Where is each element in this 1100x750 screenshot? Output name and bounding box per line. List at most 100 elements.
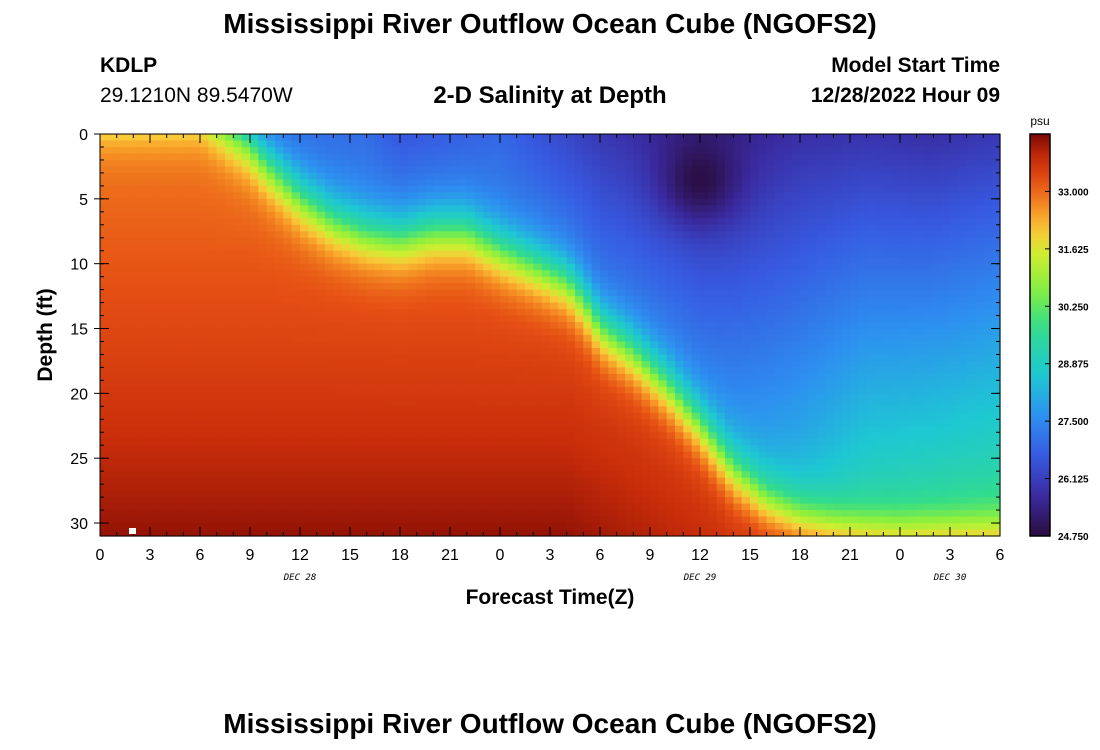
heatmap-cell [200,341,209,349]
heatmap-cell [725,464,734,472]
heatmap-cell [508,471,518,479]
heatmap-cell [450,432,459,440]
heatmap-cell [758,497,768,505]
heatmap-cell [133,172,143,180]
heatmap-cell [683,276,693,284]
heatmap-cell [358,529,368,537]
heatmap-cell [666,328,676,336]
heatmap-cell [675,134,684,142]
heatmap-cell [383,309,393,317]
heatmap-cell [491,354,501,362]
heatmap-cell [608,445,618,453]
heatmap-cell [241,270,251,278]
heatmap-cell [350,315,359,323]
heatmap-cell [508,341,518,349]
heatmap-cell [425,393,434,401]
heatmap-cell [391,250,401,258]
heatmap-cell [325,166,334,174]
heatmap-cell [616,231,626,239]
heatmap-cell [166,341,176,349]
heatmap-cell [683,386,693,394]
heatmap-cell [575,244,584,252]
heatmap-cell [575,231,584,239]
heatmap-cell [600,373,609,381]
heatmap-cell [241,185,251,193]
heatmap-cell [575,289,584,297]
heatmap-cell [475,367,484,375]
heatmap-cell [425,451,434,459]
heatmap-cell [208,289,218,297]
heatmap-cell [483,211,493,219]
heatmap-cell [508,425,518,433]
heatmap-cell [725,335,734,343]
heatmap-cell [675,218,684,226]
heatmap-cell [600,354,609,362]
heatmap-cell [450,263,459,271]
heatmap-cell [483,490,493,498]
heatmap-cell [325,237,334,245]
heatmap-cell [500,159,509,168]
heatmap-cell [491,451,501,459]
heatmap-cell [150,224,159,232]
heatmap-cell [708,393,718,401]
heatmap-cell [275,432,284,440]
heatmap-cell [608,179,618,187]
heatmap-cell [700,354,709,362]
heatmap-cell [383,231,393,239]
heatmap-cell [175,159,184,168]
heatmap-cell [708,205,718,213]
heatmap-cell [425,335,434,343]
heatmap-cell [741,192,751,200]
heatmap-cell [216,185,226,193]
heatmap-cell [625,270,634,278]
heatmap-cell [200,432,209,440]
heatmap-cell [241,328,251,336]
heatmap-cell [275,464,284,472]
heatmap-cell [266,192,276,200]
heatmap-cell [391,328,401,336]
heatmap-cell [291,237,301,245]
heatmap-cell [583,231,593,239]
heatmap-cell [291,497,301,505]
heatmap-cell [658,250,668,258]
heatmap-cell [275,192,284,200]
heatmap-cell [391,244,401,252]
heatmap-cell [458,205,468,213]
heatmap-cell [650,523,659,531]
heatmap-cell [641,153,651,161]
heatmap-cell [625,289,634,297]
heatmap-cell [575,205,584,213]
heatmap-cell [691,302,701,310]
heatmap-cell [141,341,151,349]
heatmap-cell [625,322,634,330]
heatmap-cell [575,179,584,187]
heatmap-cell [591,257,601,265]
heatmap-cell [300,432,309,440]
heatmap-cell [391,458,401,466]
heatmap-cell [175,289,184,297]
heatmap-cell [225,399,234,407]
heatmap-cell [641,283,651,291]
heatmap-cell [725,159,734,168]
heatmap-cell [400,464,409,472]
heatmap-cell [433,134,443,142]
heatmap-cell [683,198,693,206]
heatmap-cell [358,464,368,472]
heatmap-cell [591,172,601,180]
heatmap-cell [741,166,751,174]
heatmap-cell [633,477,643,485]
heatmap-cell [200,464,209,472]
heatmap-cell [733,335,743,343]
heatmap-cell [516,393,526,401]
heatmap-cell [266,172,276,180]
heatmap-cell [116,497,126,505]
heatmap-cell [141,146,151,155]
heatmap-cell [525,211,534,219]
heatmap-cell [550,179,559,187]
heatmap-cell [633,360,643,369]
heatmap-cell [666,211,676,219]
heatmap-cell [300,192,309,200]
heatmap-cell [591,315,601,323]
heatmap-cell [183,523,193,531]
heatmap-cell [633,244,643,252]
